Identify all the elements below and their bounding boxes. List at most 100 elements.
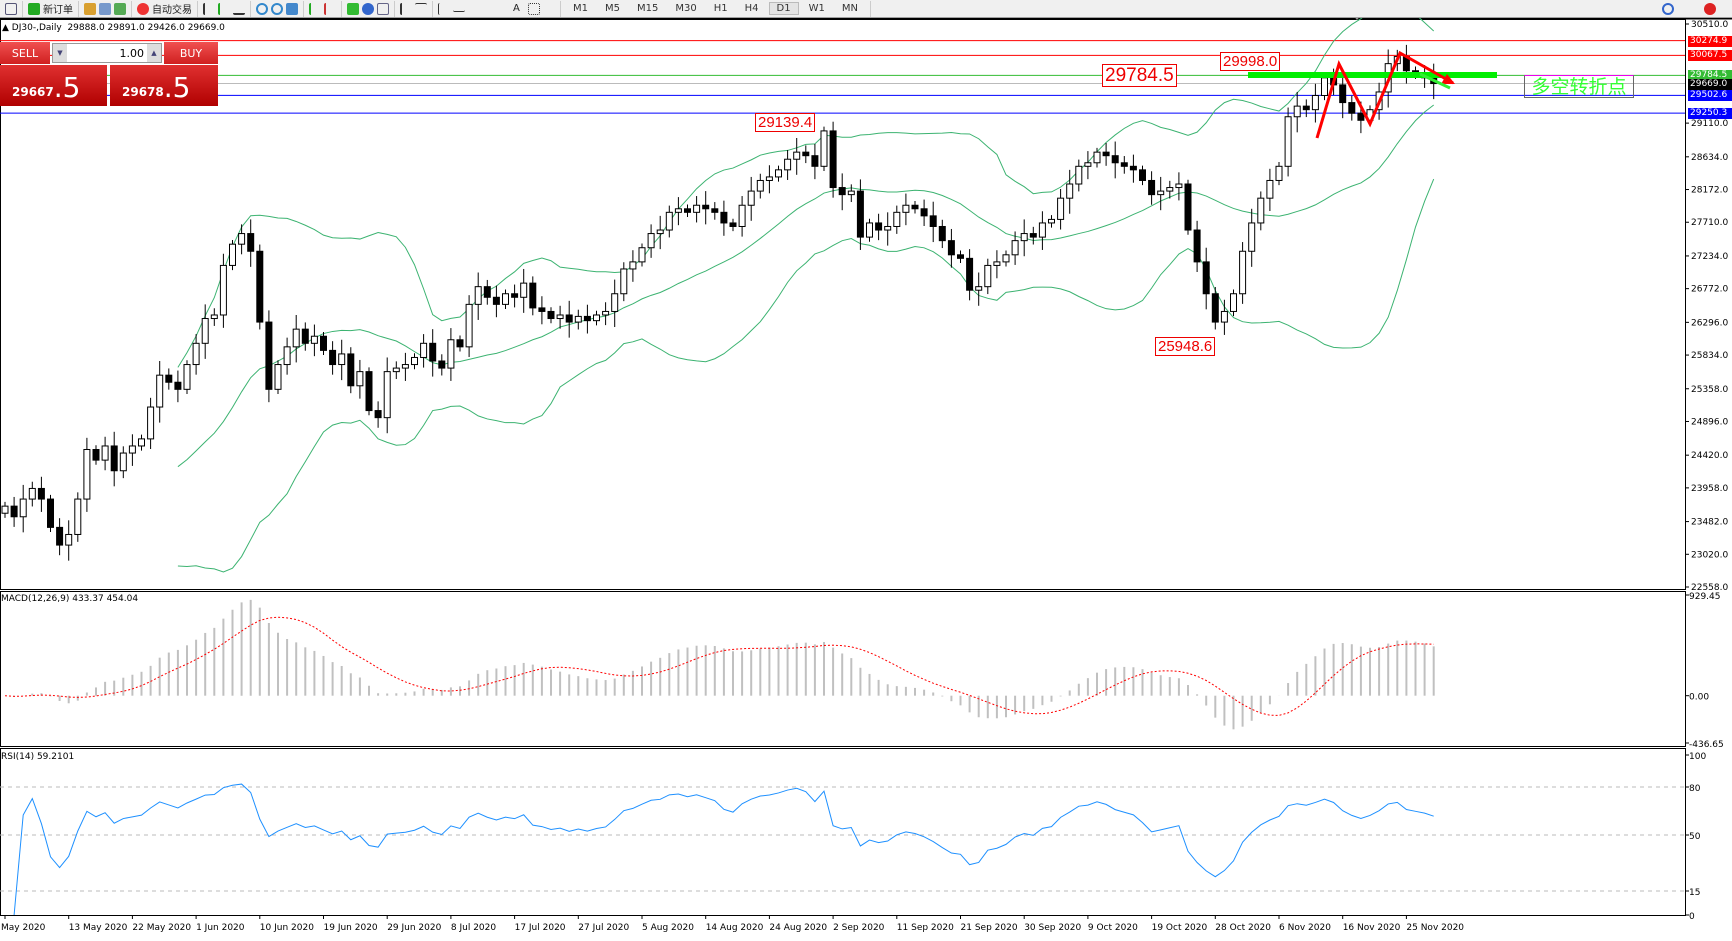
candle-body	[920, 208, 928, 217]
timeframe-mn[interactable]: MN	[841, 3, 858, 14]
date-tick-label: 9 Oct 2020	[1088, 923, 1138, 933]
candle-body	[65, 533, 73, 546]
annotation-label[interactable]: 29998.0	[1220, 52, 1281, 71]
date-tick-label: 16 Nov 2020	[1343, 923, 1401, 933]
candle-body	[902, 204, 910, 213]
tile-windows-icon[interactable]	[286, 2, 298, 15]
candle-body	[1302, 105, 1310, 111]
annotation-label[interactable]: 25948.6	[1155, 337, 1216, 356]
zoom-icon[interactable]	[5, 2, 17, 15]
candle-body	[529, 282, 537, 309]
market-icon[interactable]	[114, 2, 126, 15]
candle-body	[1211, 293, 1219, 323]
date-tick-label: 13 May 2020	[69, 923, 128, 933]
lot-input[interactable]	[67, 46, 147, 60]
timeframe-m30[interactable]: M30	[675, 3, 697, 14]
candle-body	[356, 371, 364, 387]
timeframe-m15[interactable]: M15	[637, 3, 659, 14]
auto-trading-label: 自动交易	[152, 5, 192, 16]
sell-price-button[interactable]: 29667.5	[0, 65, 107, 106]
candle-body	[19, 498, 27, 518]
lot-stepper[interactable]: ▼ ▲	[52, 43, 162, 63]
candle-body	[966, 257, 974, 291]
trendline-icon[interactable]	[468, 3, 480, 15]
crosshair-icon[interactable]	[415, 2, 427, 15]
candle-body	[347, 353, 355, 387]
candle-body	[947, 240, 955, 256]
candle-body	[401, 364, 409, 369]
bollinger-middle	[177, 104, 1435, 468]
text-label-icon[interactable]	[528, 2, 540, 15]
candle-body	[1148, 179, 1156, 196]
candle-body	[147, 406, 155, 440]
candle-body	[729, 222, 737, 227]
timeframe-m1[interactable]: M1	[573, 3, 588, 14]
zoom-out-icon[interactable]	[271, 2, 283, 15]
fibonacci-icon[interactable]	[498, 3, 510, 15]
candle-body	[611, 293, 619, 312]
candle-body	[884, 225, 892, 231]
sell-button[interactable]: SELL	[0, 42, 50, 64]
zoom-in-icon[interactable]	[256, 2, 268, 15]
price-level-label: 29502.6	[1688, 90, 1732, 102]
chart-shift-icon[interactable]	[309, 2, 321, 15]
cursor-icon[interactable]	[400, 2, 412, 15]
auto-trading-button[interactable]: 自动交易	[132, 0, 198, 17]
signals-icon[interactable]	[99, 2, 111, 15]
candle-chart-icon[interactable]	[218, 2, 230, 15]
templates-icon[interactable]	[377, 2, 389, 15]
buy-button[interactable]: BUY	[164, 42, 218, 64]
price-tick-label: 28172.0	[1691, 186, 1728, 196]
sell-price: 29667	[12, 85, 54, 99]
vertical-line-icon[interactable]	[438, 2, 450, 15]
timeframe-d1[interactable]: D1	[768, 2, 799, 15]
autoscroll-icon[interactable]	[324, 2, 336, 15]
candle-body	[247, 233, 255, 252]
candle-body	[1038, 222, 1046, 238]
search-icon[interactable]	[1662, 2, 1674, 15]
timeframe-w1[interactable]: W1	[808, 3, 825, 14]
candle-body	[765, 176, 773, 181]
candle-body	[329, 349, 337, 366]
metaeditor-icon[interactable]	[84, 2, 96, 15]
candle-body	[83, 449, 91, 500]
candle-body	[975, 286, 983, 291]
candle-body	[1129, 165, 1137, 171]
candle-body	[556, 314, 564, 320]
notification-icon[interactable]	[1704, 2, 1716, 15]
price-tick-label: 24896.0	[1691, 417, 1728, 427]
equidistant-channel-icon[interactable]	[483, 3, 495, 15]
candle-body	[793, 151, 801, 160]
timeframe-h4[interactable]: H4	[744, 3, 759, 14]
candle-body	[957, 254, 964, 259]
price-tick-label: 28634.0	[1691, 153, 1728, 163]
candle-body	[201, 318, 209, 344]
annotation-label[interactable]: 29139.4	[755, 113, 816, 132]
indicators-icon[interactable]	[347, 2, 359, 15]
timeframe-m5[interactable]: M5	[605, 3, 620, 14]
periods-icon[interactable]	[362, 2, 374, 15]
horizontal-line-icon[interactable]	[453, 6, 465, 12]
timeframe-h1[interactable]: H1	[713, 3, 728, 14]
turning-point-label[interactable]: 多空转折点	[1524, 75, 1634, 98]
candle-body	[984, 264, 992, 288]
bar-chart-icon[interactable]	[203, 2, 215, 15]
annotation-label[interactable]: 29784.5	[1102, 64, 1177, 87]
candle-body	[1102, 151, 1110, 157]
rsi-tick-label: 50	[1689, 832, 1701, 842]
text-icon[interactable]: A	[513, 2, 520, 14]
buy-price-button[interactable]: 29678.5	[110, 65, 218, 106]
date-tick-label: 2 Sep 2020	[833, 923, 885, 933]
candle-body	[474, 286, 482, 305]
new-order-button[interactable]: 新订单	[23, 0, 79, 17]
price-tick-label: 25834.0	[1691, 351, 1728, 361]
candle-body	[574, 315, 582, 323]
line-chart-icon[interactable]	[233, 3, 245, 15]
lot-increase-button[interactable]: ▲	[147, 44, 161, 62]
arrows-icon[interactable]	[543, 3, 555, 15]
candle-body	[456, 339, 464, 348]
candle-body	[1202, 261, 1210, 295]
lot-decrease-button[interactable]: ▼	[53, 44, 67, 62]
date-tick-label: 28 Oct 2020	[1215, 923, 1271, 933]
